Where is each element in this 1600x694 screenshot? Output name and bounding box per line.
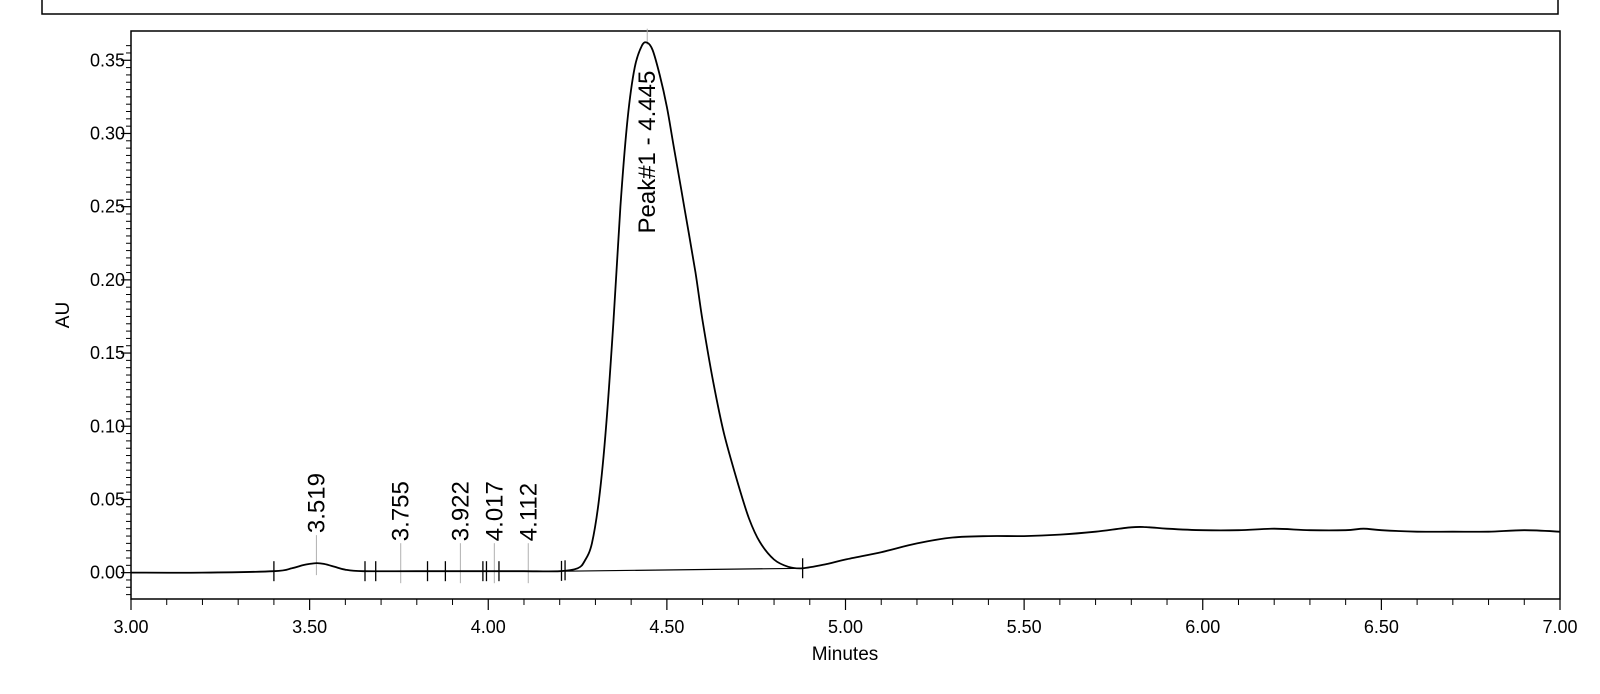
peak-label: 3.755 xyxy=(388,481,415,541)
y-axis-ticks: 0.00 0.05 0.10 0.15 0.20 0.25 0.30 0.35 xyxy=(90,50,131,583)
y-axis-title: AU xyxy=(53,302,74,328)
x-axis-minor-ticks xyxy=(166,599,1525,605)
peak-label: 3.519 xyxy=(303,473,330,533)
x-tick-label: 4.50 xyxy=(649,617,684,637)
top-panel-frame xyxy=(41,0,1559,15)
y-tick-label: 0.30 xyxy=(90,123,125,143)
y-tick-label: 0.35 xyxy=(90,50,125,70)
x-tick-label: 5.00 xyxy=(828,617,863,637)
x-axis-ticks: 3.00 3.50 4.00 4.50 5.00 5.50 6.00 6.50 7.00 xyxy=(113,599,1578,637)
y-tick-label: 0.25 xyxy=(90,197,125,217)
x-tick-label: 6.50 xyxy=(1364,617,1399,637)
y-tick-label: 0.10 xyxy=(90,416,125,436)
y-tick-label: 0.15 xyxy=(90,343,125,363)
y-tick-label: 0.00 xyxy=(90,563,125,583)
x-tick-label: 6.00 xyxy=(1185,617,1220,637)
peak-label: 4.017 xyxy=(481,481,508,541)
integration-markers xyxy=(273,558,804,582)
peak-apex-lines xyxy=(315,28,648,584)
integration-baseline xyxy=(565,567,803,572)
y-tick-label: 0.05 xyxy=(90,489,125,509)
peak-label: Peak#1 - 4.445 xyxy=(634,71,661,234)
x-axis-title: Minutes xyxy=(812,644,879,665)
y-axis-minor-ticks xyxy=(126,45,131,596)
x-tick-label: 3.50 xyxy=(292,617,327,637)
x-tick-label: 3.00 xyxy=(113,617,148,637)
x-tick-label: 7.00 xyxy=(1542,617,1577,637)
x-tick-label: 4.00 xyxy=(471,617,506,637)
chromatogram-trace xyxy=(130,41,1561,574)
plot-frame xyxy=(130,30,1561,600)
y-tick-label: 0.20 xyxy=(90,270,125,290)
peak-label: 3.922 xyxy=(447,481,474,541)
peak-labels: 3.519 3.755 3.922 4.017 4.112 Peak#1 - 4.445 xyxy=(303,71,661,542)
x-tick-label: 5.50 xyxy=(1007,617,1042,637)
peak-label: 4.112 xyxy=(515,483,542,541)
